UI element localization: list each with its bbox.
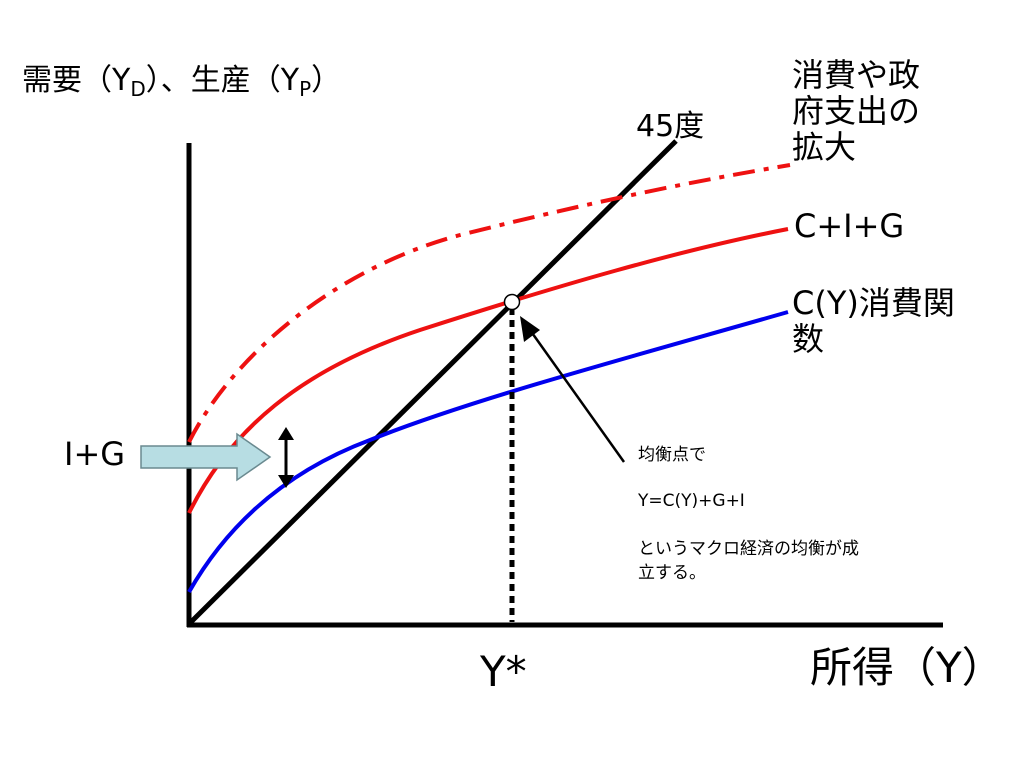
y-axis-label: 需要（YD）、生産（YP） — [22, 63, 342, 101]
shifted-demand-curve — [187, 163, 791, 443]
equilibrium-note-line1: 均衡点で — [638, 445, 706, 465]
line-45-label: 45度 — [636, 109, 705, 144]
ig-gap-arrowhead-bottom — [278, 475, 294, 488]
equilibrium-point — [503, 293, 521, 311]
x-axis-label: 所得（Y） — [810, 643, 1004, 692]
equilibrium-pointer-arrowhead — [520, 316, 540, 342]
y-star-label: Y* — [480, 647, 527, 696]
ig-label: I+G — [64, 435, 126, 473]
demand-shift-label: 消費や政 府支出の 拡大 — [792, 56, 921, 166]
consumption-curve-label: C(Y)消費関 数 — [792, 284, 955, 358]
cig-curve-label: C+I+G — [794, 207, 905, 245]
cig-curve — [187, 227, 789, 514]
ig-block-arrow — [140, 432, 272, 482]
ig-gap-arrowhead-top — [278, 427, 294, 440]
consumption-curve — [187, 310, 789, 593]
equilibrium-note-line3: というマクロ経済の均衡が成 立する。 — [638, 539, 859, 583]
line-45-degree — [188, 139, 678, 625]
equilibrium-note-line2: Y=C(Y)+G+I — [638, 491, 745, 511]
equilibrium-pointer-line — [528, 329, 626, 463]
